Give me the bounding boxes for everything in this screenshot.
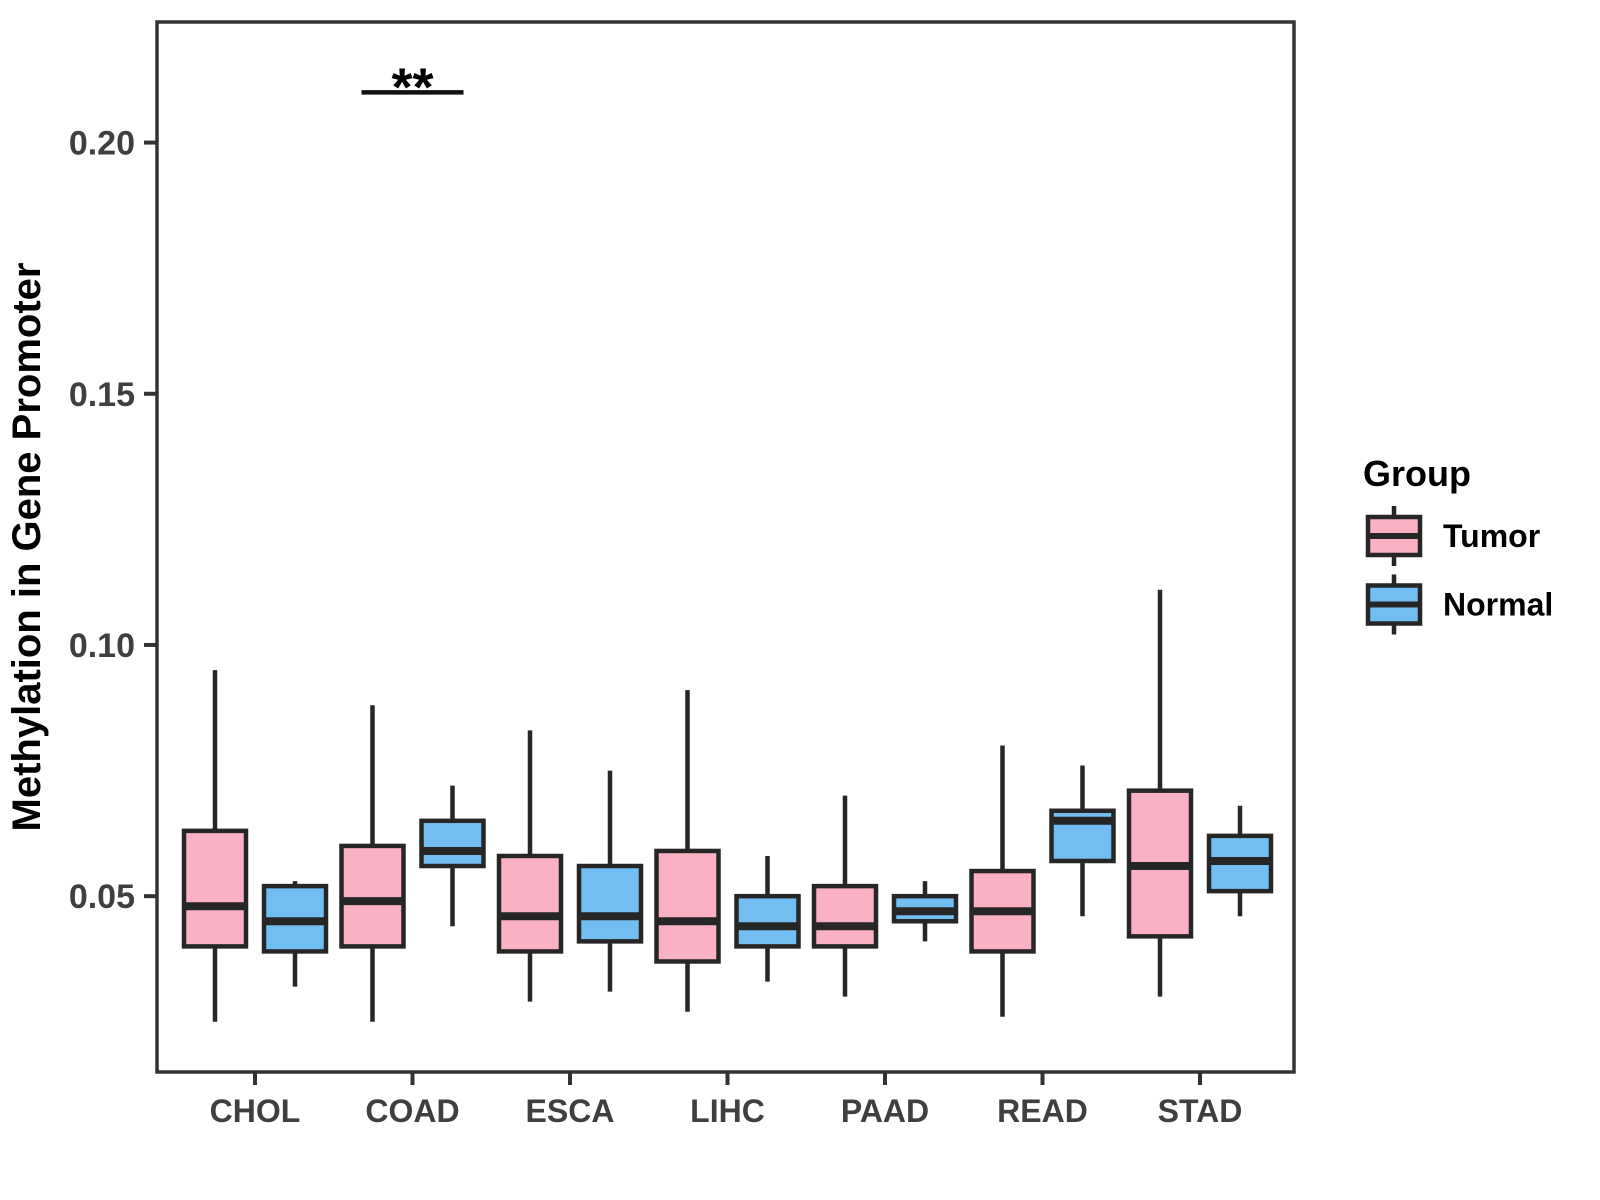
- x-tick-label: LIHC: [690, 1093, 765, 1129]
- y-tick-label: 0.20: [69, 125, 135, 163]
- box-normal-ESCA: [576, 863, 644, 944]
- legend-entry-tumor: Tumor: [1365, 506, 1540, 566]
- box-tumor-COAD: [339, 843, 406, 949]
- x-tick-label: STAD: [1158, 1093, 1243, 1129]
- legend-entry-normal: Normal: [1365, 574, 1553, 635]
- legend-label-normal: Normal: [1443, 587, 1553, 623]
- y-tick-label: 0.15: [69, 376, 135, 414]
- y-tick-label: 0.10: [69, 627, 135, 665]
- x-tick-label: CHOL: [210, 1093, 301, 1129]
- x-tick-label: ESCA: [526, 1093, 615, 1129]
- x-tick-label: PAAD: [841, 1093, 929, 1129]
- box-tumor-ESCA: [496, 853, 564, 954]
- x-tick-label: READ: [997, 1093, 1088, 1129]
- y-axis-title: Methylation in Gene Promoter: [5, 263, 49, 832]
- legend-title: Group: [1363, 453, 1471, 494]
- box-tumor-LIHC: [654, 848, 721, 964]
- box-normal-LIHC: [734, 893, 801, 949]
- panel-border: [155, 20, 1296, 1074]
- legend-label-tumor: Tumor: [1443, 518, 1540, 554]
- significance-label: **: [391, 57, 433, 117]
- box-normal-COAD: [419, 818, 486, 869]
- y-tick-label: 0.05: [69, 878, 135, 916]
- x-tick-label: COAD: [365, 1093, 459, 1129]
- box-tumor-CHOL: [181, 828, 249, 949]
- box-tumor-PAAD: [811, 883, 879, 949]
